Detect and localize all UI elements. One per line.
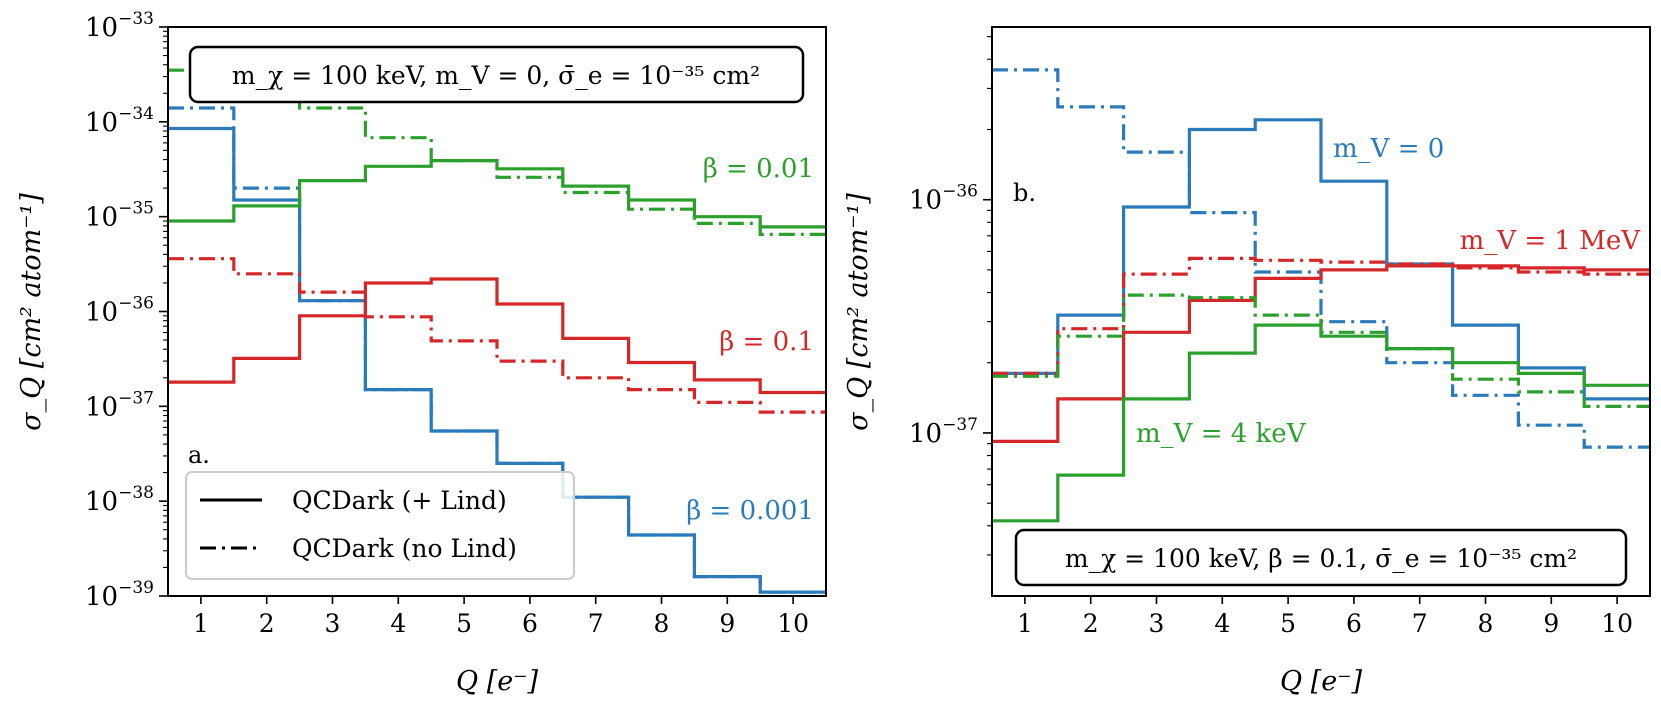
panel-b-x-tick-label: 5: [1280, 609, 1296, 638]
panel-b-x-tick-label: 1: [1017, 609, 1033, 638]
panel-b-x-tick-label: 4: [1214, 609, 1230, 638]
annotation-beta-0.1: β = 0.1: [719, 327, 814, 357]
legend-label-no-lind: QCDark (no Lind): [292, 534, 517, 563]
annotation-mv-4kev: m_V = 4 keV: [1136, 419, 1307, 449]
panel-a-x-tick-label: 1: [193, 609, 209, 638]
panel-b-title-box: [1014, 528, 1628, 587]
series-m-v-0-no-lind-: [992, 68, 1650, 449]
panel-a-x-tick-label: 7: [588, 609, 604, 638]
annotation-mv-0: m_V = 0: [1333, 134, 1444, 164]
panel-a-y-tick-label: 10−36: [85, 294, 154, 328]
panel-a-x-tick-labels: 1 2 3 4 5 6 7 8 9 10: [193, 609, 809, 638]
annotation-mv-1mev: m_V = 1 MeV: [1460, 226, 1642, 256]
panel-a-y-tick-label: 10−33: [85, 9, 154, 43]
panel-a-x-tick-label: 4: [390, 609, 406, 638]
panel-a-x-tick-label: 8: [654, 609, 670, 638]
panel-a-x-tick-label: 2: [259, 609, 275, 638]
panel-a-x-tick-label: 9: [719, 609, 735, 638]
panel-b-ticks: [983, 36, 1618, 604]
panel-a-y-tick-label: 10−38: [85, 483, 154, 517]
panel-b-x-tick-label: 7: [1412, 609, 1428, 638]
panel-b-title: m_χ = 100 keV, β = 0.1, σ̄_e = 10⁻³⁵ cm²: [1065, 544, 1577, 573]
panel-a-x-axis-label: Q [e⁻]: [456, 666, 538, 697]
panel-b-x-tick-label: 2: [1083, 609, 1099, 638]
panel-b: 1 2 3 4 5 6 7 8 9 10 10−36 10−37 m_V = 0 m_V = 1 M…: [843, 26, 1651, 697]
annotation-beta-0.001: β = 0.001: [686, 496, 814, 526]
panel-a-x-tick-label: 5: [456, 609, 472, 638]
panel-b-x-tick-labels: 1 2 3 4 5 6 7 8 9 10: [1017, 609, 1633, 638]
panel-b-y-tick-label: 10−36: [909, 182, 978, 216]
series-m-v-4-kev-no-lind-: [992, 293, 1650, 408]
panel-a-frame: [167, 26, 827, 597]
series--0.1-lind-: [168, 277, 826, 395]
panel-b-frame: [991, 26, 1651, 597]
panel-a-y-tick-label: 10−34: [85, 104, 154, 138]
panel-b-y-tick-label: 10−37: [909, 415, 978, 449]
panel-a-y-tick-label: 10−37: [85, 388, 154, 422]
legend: QCDark (+ Lind) QCDark (no Lind): [185, 471, 575, 580]
panel-a: 1 2 3 4 5 6 7 8 9 10 10−3310−3410−3510−3610−3710−…: [16, 9, 827, 697]
panel-b-y-axis-label: σ_Q [cm² atom⁻¹]: [843, 193, 874, 431]
panel-a-x-tick-label: 3: [325, 609, 341, 638]
panel-b-x-tick-label: 10: [1601, 609, 1633, 638]
panel-a-lines: [168, 68, 826, 594]
panel-a-x-tick-label: 10: [777, 609, 809, 638]
panel-b-y-tick-labels: 10−36 10−37: [909, 182, 978, 449]
panel-a-title: m_χ = 100 keV, m_V = 0, σ̄_e = 10⁻³⁵ cm²: [232, 61, 760, 90]
panel-a-title-box: [188, 45, 805, 104]
annotation-beta-0.01: β = 0.01: [703, 154, 814, 184]
panel-a-y-tick-label: 10−35: [85, 199, 154, 233]
series--0.01-lind-: [168, 159, 826, 229]
panel-a-y-axis-label: σ_Q [cm² atom⁻¹]: [16, 193, 47, 431]
panel-b-x-tick-label: 9: [1543, 609, 1559, 638]
series-m-v-1-mev-no-lind-: [992, 256, 1650, 375]
panel-b-x-axis-label: Q [e⁻]: [1280, 666, 1362, 697]
panel-b-x-tick-label: 3: [1149, 609, 1165, 638]
panel-b-x-tick-label: 8: [1478, 609, 1494, 638]
series-m-v-4-kev-lind-: [992, 323, 1650, 523]
legend-label-lind: QCDark (+ Lind): [292, 486, 507, 515]
panel-b-lines: [992, 68, 1650, 523]
panel-b-x-tick-label: 6: [1346, 609, 1362, 638]
legend-box: [185, 471, 575, 580]
series--0.01-no-lind-: [168, 68, 826, 236]
panel-b-label: b.: [1013, 179, 1036, 207]
panel-a-y-tick-label: 10−39: [85, 578, 154, 612]
panel-a-label: a.: [188, 441, 210, 469]
panel-a-x-tick-label: 6: [522, 609, 538, 638]
panel-a-y-tick-labels: 10−33 10−34 10−35 10−36 10−37 10−38 10−39: [85, 9, 154, 612]
